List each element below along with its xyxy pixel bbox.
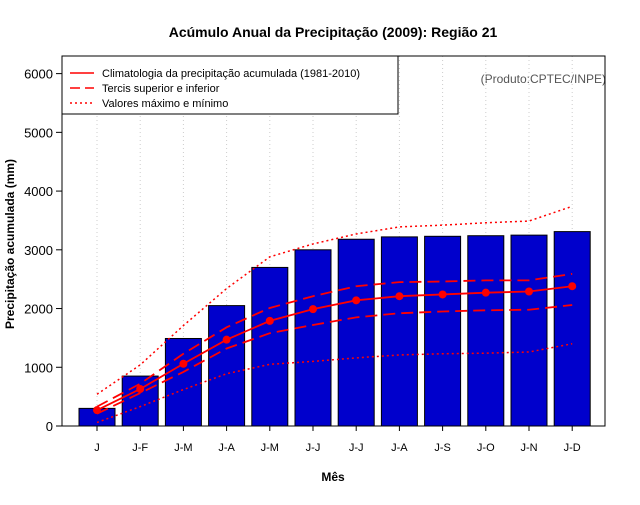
y-tick-label: 2000 (24, 302, 53, 317)
y-tick-label: 3000 (24, 243, 53, 258)
bar (251, 266, 289, 427)
x-axis-label: Mês (321, 470, 345, 484)
y-tick-label: 6000 (24, 67, 53, 82)
legend-label: Valores máximo e mínimo (102, 98, 228, 110)
data-point (265, 316, 274, 325)
bar (208, 305, 246, 427)
x-tick-label: J-M (174, 442, 192, 454)
source-note: (Produto:CPTEC/INPE) (481, 72, 606, 86)
x-tick-label: J-J (306, 442, 321, 454)
series-line (96, 205, 573, 395)
bar-series (78, 231, 591, 427)
bar (510, 234, 548, 427)
y-tick-label: 5000 (24, 125, 53, 140)
x-tick-label: J (94, 442, 100, 454)
y-tick-label: 4000 (24, 184, 53, 199)
y-tick-label: 0 (46, 419, 53, 434)
bar (380, 236, 418, 427)
x-tick-label: J-A (391, 442, 408, 454)
y-axis-label: Precipitação acumulada (mm) (3, 159, 17, 329)
legend: Climatologia da precipitação acumulada (… (61, 55, 399, 115)
series-line (96, 285, 573, 411)
data-point (395, 292, 404, 301)
bar (467, 235, 505, 427)
chart-title: Acúmulo Anual da Precipitação (2009): Re… (169, 24, 498, 40)
data-point (352, 296, 361, 305)
data-point (309, 305, 317, 314)
x-tick-label: J-F (132, 442, 148, 454)
x-tick-label: J-D (564, 442, 581, 454)
line-series (93, 205, 577, 424)
bar (164, 337, 202, 427)
data-point (525, 287, 533, 296)
data-point (222, 335, 231, 344)
x-tick-label: J-O (477, 442, 495, 454)
bar (294, 249, 332, 427)
x-tick-label: J-S (434, 442, 451, 454)
x-tick-label: J-A (218, 442, 235, 454)
data-point (136, 385, 145, 393)
x-tick-label: J-J (349, 442, 364, 454)
series-line (96, 343, 573, 424)
legend-label: Climatologia da precipitação acumulada (… (102, 68, 360, 80)
data-point (481, 288, 490, 297)
data-point (568, 282, 577, 291)
x-tick-label: J-N (520, 442, 537, 454)
data-point (179, 359, 188, 368)
bar (553, 231, 591, 427)
y-tick-label: 1000 (24, 360, 53, 375)
series-line (96, 272, 573, 408)
legend-label: Tercis superior e inferior (102, 83, 220, 95)
legend-box (61, 55, 399, 115)
data-point (438, 290, 447, 299)
x-tick-label: J-M (261, 442, 279, 454)
bar (424, 235, 462, 427)
series-line (96, 304, 573, 415)
bar (121, 375, 159, 427)
bar (337, 238, 375, 427)
